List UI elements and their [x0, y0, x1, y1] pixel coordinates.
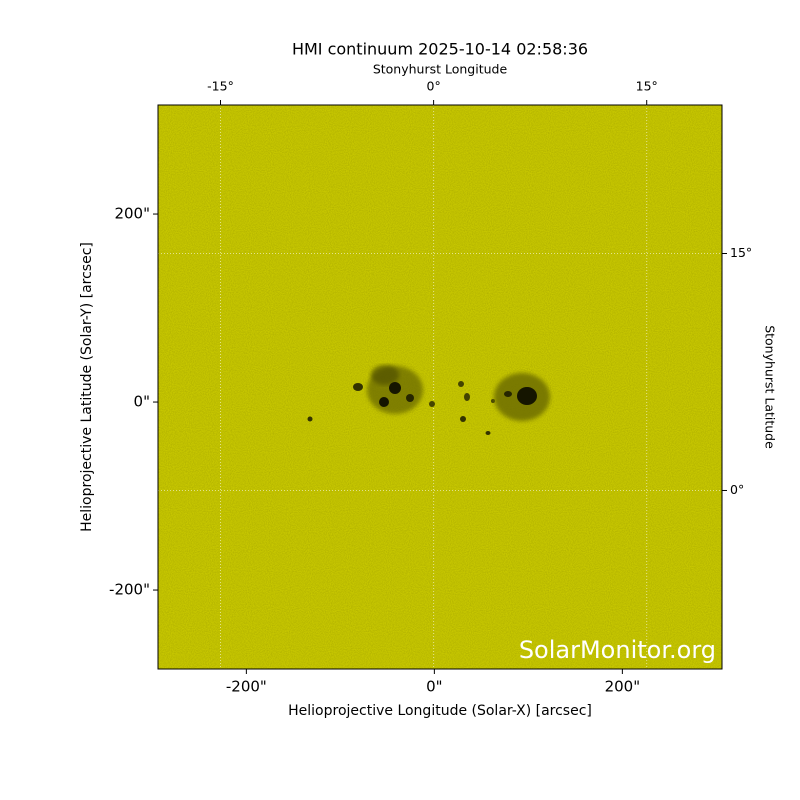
- tick-label: 0": [134, 393, 150, 411]
- grid: [158, 105, 722, 669]
- pore: [429, 401, 435, 407]
- tick-label: 200": [114, 205, 150, 223]
- sunspot-leading: [494, 373, 550, 421]
- plot-area: SolarMonitor.org: [158, 105, 722, 669]
- tick-label: 15°: [636, 79, 658, 94]
- sunspot-group-east: [307, 365, 435, 422]
- umbra: [379, 397, 389, 407]
- umbra: [406, 394, 414, 402]
- tick-label: -15°: [207, 79, 234, 94]
- y2-axis-label: Stonyhurst Latitude: [763, 325, 778, 449]
- tick-label: -200": [226, 678, 267, 696]
- pore: [464, 393, 470, 401]
- penumbra: [371, 365, 399, 385]
- pore: [485, 431, 491, 435]
- pore: [491, 399, 495, 403]
- umbra: [389, 382, 401, 394]
- tick-label: -200": [109, 581, 150, 599]
- tick-label: 200": [605, 678, 641, 696]
- pore: [458, 381, 464, 387]
- tick-label: 0": [426, 678, 442, 696]
- pore: [353, 383, 363, 391]
- x-axis-label: Helioprojective Longitude (Solar-X) [arc…: [288, 703, 592, 719]
- tick-label: 0°: [427, 79, 441, 94]
- chart-title: HMI continuum 2025-10-14 02:58:36: [292, 40, 588, 59]
- plot-frame: [157, 104, 723, 670]
- pore: [460, 416, 466, 422]
- tick-label: 15°: [730, 245, 752, 260]
- watermark: SolarMonitor.org: [519, 636, 716, 664]
- umbra: [517, 387, 537, 405]
- image-noise: [158, 105, 722, 669]
- umbra: [504, 391, 512, 397]
- x2-axis-label: Stonyhurst Longitude: [373, 62, 508, 77]
- sunspot-group-small: [458, 381, 495, 435]
- y-axis-label: Helioprojective Latitude (Solar-Y) [arcs…: [79, 242, 95, 532]
- pore: [307, 416, 313, 422]
- tick-label: 0°: [730, 482, 744, 497]
